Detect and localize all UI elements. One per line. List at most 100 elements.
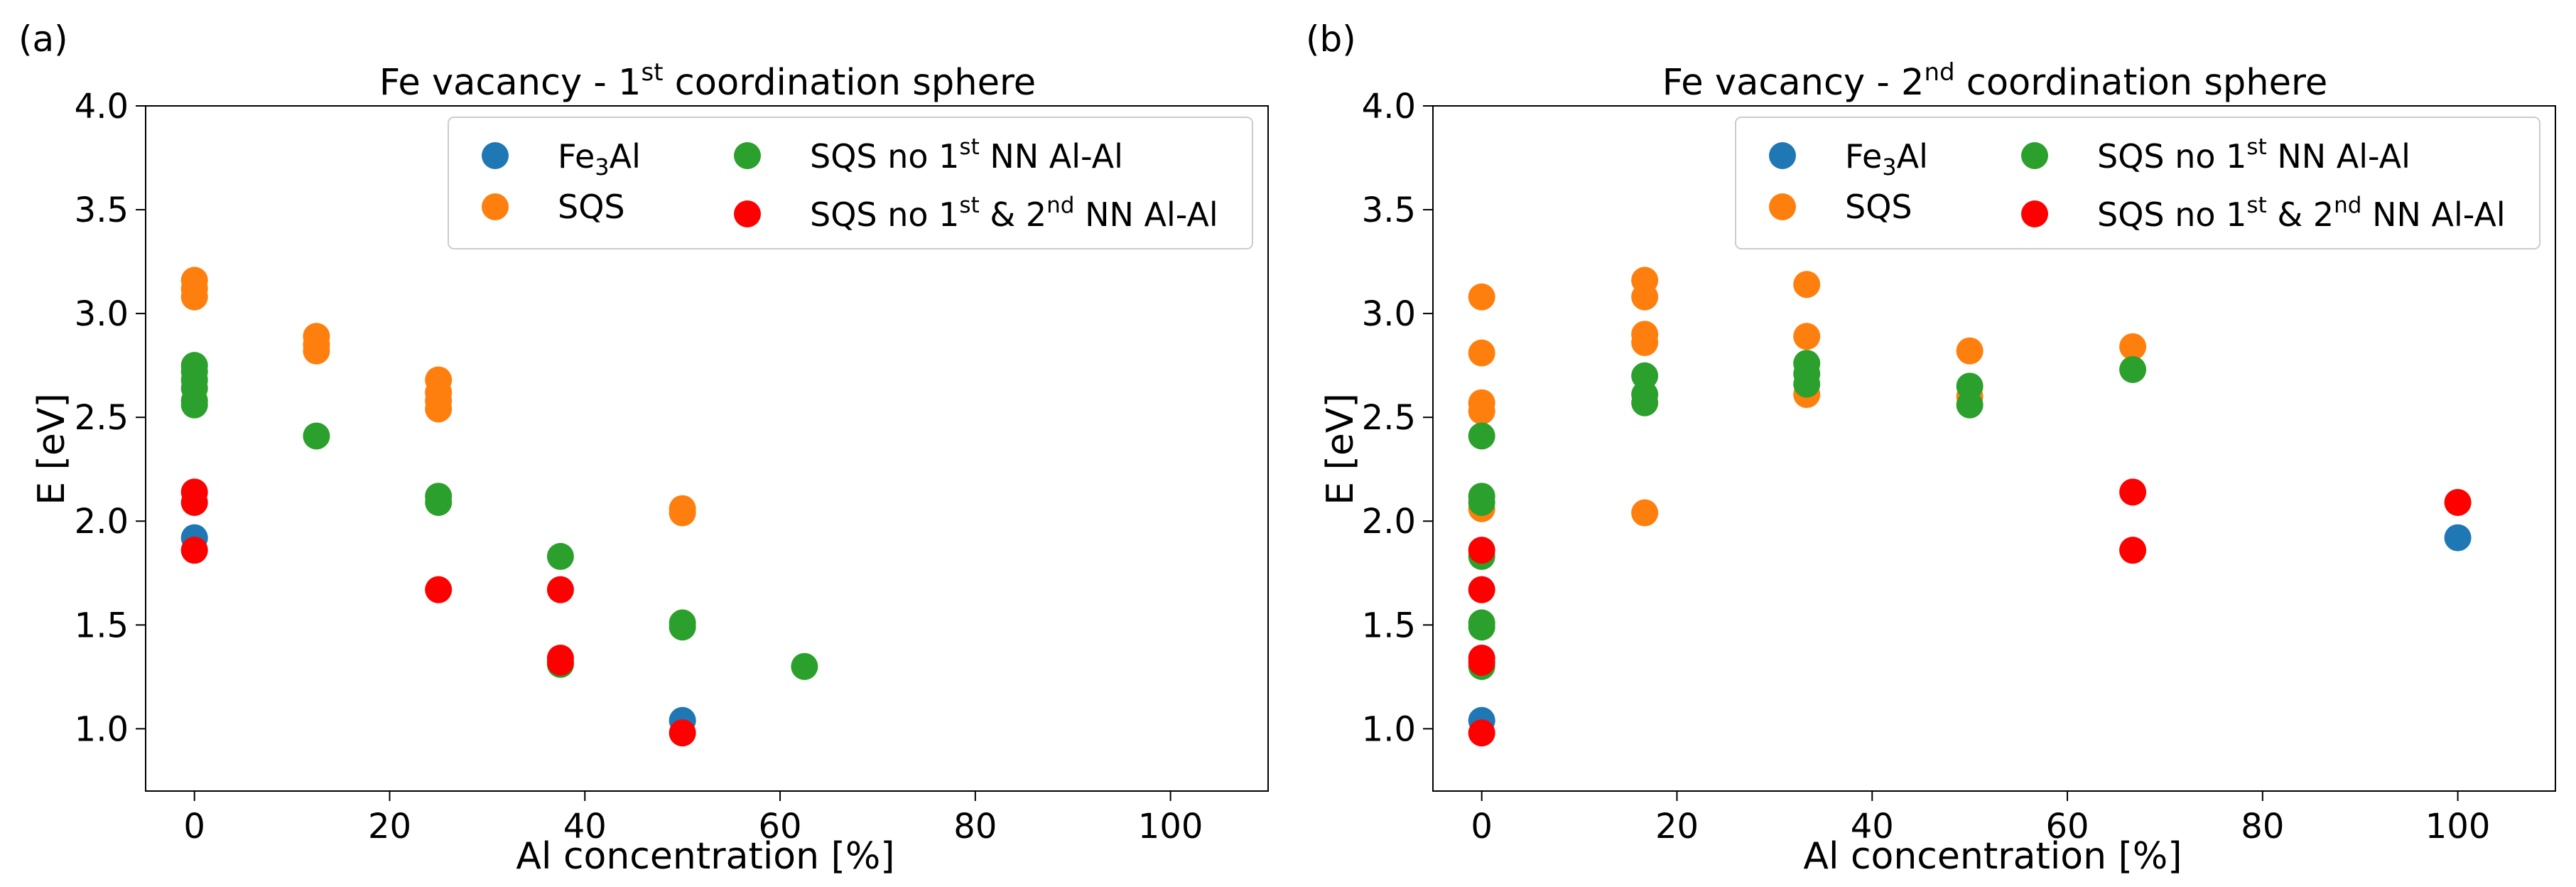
y-tick-label: 1.0 <box>75 709 129 749</box>
data-point-sqs-no-1st-2nd-nn-al-al <box>1468 537 1495 564</box>
panel-b-label: (b) <box>1306 18 1356 60</box>
legend-label-fe3al: Fe3Al <box>1845 137 1928 181</box>
legend-entry-sqs: SQS <box>1769 188 1912 226</box>
data-point-sqs <box>1468 283 1495 311</box>
panel-a-title: Fe vacancy - 1st coordination sphere <box>379 58 1036 104</box>
y-tick-label: 2.0 <box>1362 502 1416 542</box>
data-point-sqs-no-1st-2nd-nn-al-al <box>2119 537 2147 564</box>
legend-marker-sqs-no-1st <box>734 142 761 169</box>
legend-label-sqs-no-1st: SQS no 1st NN Al-Al <box>810 134 1123 176</box>
y-tick-label: 1.5 <box>1362 606 1416 645</box>
x-tick-label: 40 <box>563 807 607 846</box>
panel-a-legend-box <box>448 117 1253 249</box>
x-tick-label: 0 <box>1471 807 1493 846</box>
legend-label-sqs-no-1st-2nd: SQS no 1st & 2nd NN Al-Al <box>2097 193 2506 234</box>
legend-marker-sqs-no-1st-2nd <box>2021 200 2048 227</box>
legend-entry-sqs: SQS <box>482 188 625 226</box>
legend-label-fe3al: Fe3Al <box>558 137 641 181</box>
legend-marker-sqs-no-1st-2nd <box>734 200 761 227</box>
data-point-sqs-no-1st-2nd-nn-al-al <box>2444 488 2472 516</box>
data-point-sqs-no-1st-2nd-nn-al-al <box>546 648 574 676</box>
legend-entry-sqs-no-1st: SQS no 1st NN Al-Al <box>2021 134 2410 176</box>
data-point-sqs-no-1st-nn-al-al <box>791 652 818 680</box>
legend-label-sqs-no-1st: SQS no 1st NN Al-Al <box>2097 134 2410 176</box>
panel-b-title: Fe vacancy - 2nd coordination sphere <box>1662 58 2327 104</box>
legend-marker-sqs-no-1st <box>2021 142 2048 169</box>
legend-label-sqs: SQS <box>1845 188 1912 226</box>
panel-b-ylabel: E [eV] <box>1319 393 1362 505</box>
data-point-sqs <box>1468 339 1495 367</box>
data-point-sqs-no-1st-nn-al-al <box>1468 613 1495 641</box>
data-point-sqs-no-1st-nn-al-al <box>1468 422 1495 450</box>
x-tick-label: 60 <box>2046 807 2089 846</box>
data-point-sqs-no-1st-2nd-nn-al-al <box>425 576 453 603</box>
legend-entry-sqs-no-1st-2nd: SQS no 1st & 2nd NN Al-Al <box>2021 193 2506 234</box>
y-tick-label: 3.5 <box>75 190 129 230</box>
data-point-sqs-no-1st-nn-al-al <box>425 488 453 516</box>
panel-b-points <box>1468 267 2472 747</box>
x-tick-label: 20 <box>1655 807 1699 846</box>
data-point-sqs-no-1st-nn-al-al <box>1631 389 1659 416</box>
panel-a-xlabel: Al concentration [%] <box>516 835 894 878</box>
data-point-sqs-no-1st-2nd-nn-al-al <box>1468 576 1495 603</box>
data-point-sqs-no-1st-2nd-nn-al-al <box>1468 719 1495 747</box>
x-tick-label: 60 <box>759 807 802 846</box>
y-tick-label: 3.0 <box>75 294 129 334</box>
data-point-sqs-no-1st-2nd-nn-al-al <box>180 488 208 516</box>
legend-entry-fe3al: Fe3Al <box>1769 137 1928 181</box>
y-tick-label: 1.5 <box>75 606 129 645</box>
data-point-sqs <box>303 337 330 365</box>
data-point-sqs <box>1631 499 1659 527</box>
data-point-sqs <box>1956 337 1984 365</box>
y-tick-label: 2.0 <box>75 502 129 542</box>
panel-a-axes-frame <box>145 105 1269 792</box>
data-point-sqs <box>669 499 696 527</box>
data-point-sqs <box>1793 323 1821 350</box>
x-tick-label: 0 <box>183 807 205 846</box>
x-tick-label: 100 <box>1138 807 1203 846</box>
y-tick-label: 2.5 <box>75 398 129 438</box>
data-point-sqs <box>1631 329 1659 357</box>
data-point-sqs <box>2119 333 2147 360</box>
panel-b-legend-box <box>1735 117 2540 249</box>
data-point-sqs-no-1st-nn-al-al <box>1793 370 1821 398</box>
panel-b-axes-frame <box>1432 105 2556 792</box>
data-point-sqs <box>1468 397 1495 425</box>
panel-a-legend: Fe3Al SQS SQS no 1st NN Al-Al SQS no 1st… <box>448 117 1253 249</box>
data-point-sqs-no-1st-2nd-nn-al-al <box>669 719 696 747</box>
data-point-sqs-no-1st-2nd-nn-al-al <box>180 537 208 564</box>
x-tick-label: 80 <box>953 807 997 846</box>
panel-a-ticks: 0 20 40 60 80 100 1.0 1.5 2.0 2.5 3.0 3.5 4.0 <box>75 87 1203 846</box>
y-tick-label: 4.0 <box>75 87 129 127</box>
data-point-sqs-no-1st-nn-al-al <box>180 391 208 419</box>
data-point-sqs <box>425 395 453 423</box>
y-tick-label: 4.0 <box>1362 87 1416 127</box>
legend-marker-fe3al <box>1769 142 1796 169</box>
legend-entry-sqs-no-1st-2nd: SQS no 1st & 2nd NN Al-Al <box>734 193 1218 234</box>
panel-a: (a) Fe vacancy - 1st coordination sphere… <box>18 18 1269 878</box>
data-point-sqs <box>1631 283 1659 311</box>
data-point-sqs-no-1st-nn-al-al <box>1956 372 1984 400</box>
x-tick-label: 40 <box>1851 807 1894 846</box>
legend-entry-sqs-no-1st: SQS no 1st NN Al-Al <box>734 134 1123 176</box>
legend-marker-sqs <box>1769 193 1796 220</box>
data-point-sqs <box>180 283 208 311</box>
y-tick-label: 3.5 <box>1362 190 1416 230</box>
y-tick-label: 2.5 <box>1362 398 1416 438</box>
panel-a-label: (a) <box>18 18 68 60</box>
y-tick-label: 1.0 <box>1362 709 1416 749</box>
data-point-sqs-no-1st-nn-al-al <box>303 422 330 450</box>
x-tick-label: 20 <box>368 807 411 846</box>
data-point-sqs-no-1st-nn-al-al <box>1631 362 1659 389</box>
panel-b-ticks: 0 20 40 60 80 100 1.0 1.5 2.0 2.5 3.0 3.5 4.0 <box>1362 87 2491 846</box>
data-point-sqs-no-1st-nn-al-al <box>546 542 574 570</box>
legend-label-sqs: SQS <box>558 188 625 226</box>
panel-b-xlabel: Al concentration [%] <box>1803 835 2182 878</box>
legend-marker-fe3al <box>482 142 509 169</box>
panel-a-ylabel: E [eV] <box>31 393 73 505</box>
legend-entry-fe3al: Fe3Al <box>482 137 641 181</box>
data-point-sqs-no-1st-2nd-nn-al-al <box>2119 478 2147 506</box>
panel-b-legend: Fe3Al SQS SQS no 1st NN Al-Al SQS no 1st… <box>1735 117 2540 249</box>
data-point-sqs-no-1st-2nd-nn-al-al <box>546 576 574 603</box>
